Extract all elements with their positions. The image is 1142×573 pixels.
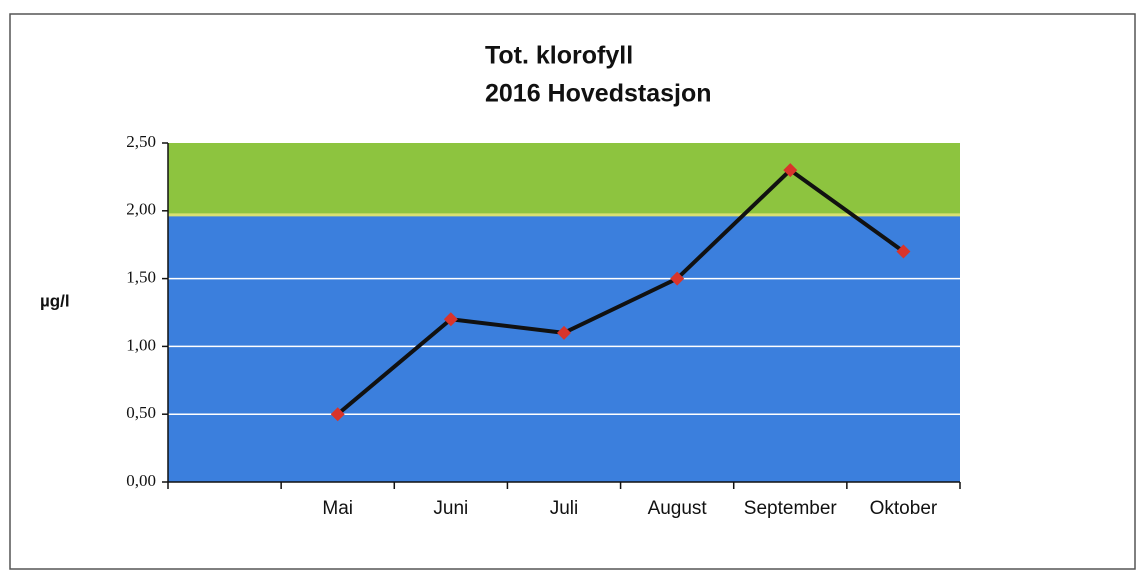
background-band xyxy=(168,143,960,215)
data-point xyxy=(557,325,571,340)
chart-subtitle: 2016 Hovedstasjon xyxy=(485,80,712,108)
y-tick-label: 0,00 xyxy=(126,471,156,490)
y-tick-label: 1,00 xyxy=(126,335,156,354)
x-tick-label: Juli xyxy=(550,498,579,519)
data-point xyxy=(443,312,458,327)
x-tick-label: September xyxy=(744,498,838,519)
y-tick-label: 2,00 xyxy=(126,200,156,219)
x-tick-label: Mai xyxy=(322,498,353,519)
y-tick-label: 2,50 xyxy=(126,132,156,151)
chart-title: Tot. klorofyll xyxy=(485,42,633,70)
x-tick-label: Oktober xyxy=(870,498,938,519)
data-point xyxy=(670,271,685,286)
y-tick-label: 1,50 xyxy=(126,268,156,287)
data-point xyxy=(783,163,798,178)
background-band xyxy=(168,214,960,483)
data-point xyxy=(330,407,345,422)
data-point xyxy=(896,244,911,259)
x-tick-label: August xyxy=(648,498,708,519)
data-line xyxy=(336,168,905,416)
y-axis-label: µg/l xyxy=(40,291,70,310)
y-tick-label: 0,50 xyxy=(126,403,156,422)
x-tick-label: Juni xyxy=(433,498,468,519)
